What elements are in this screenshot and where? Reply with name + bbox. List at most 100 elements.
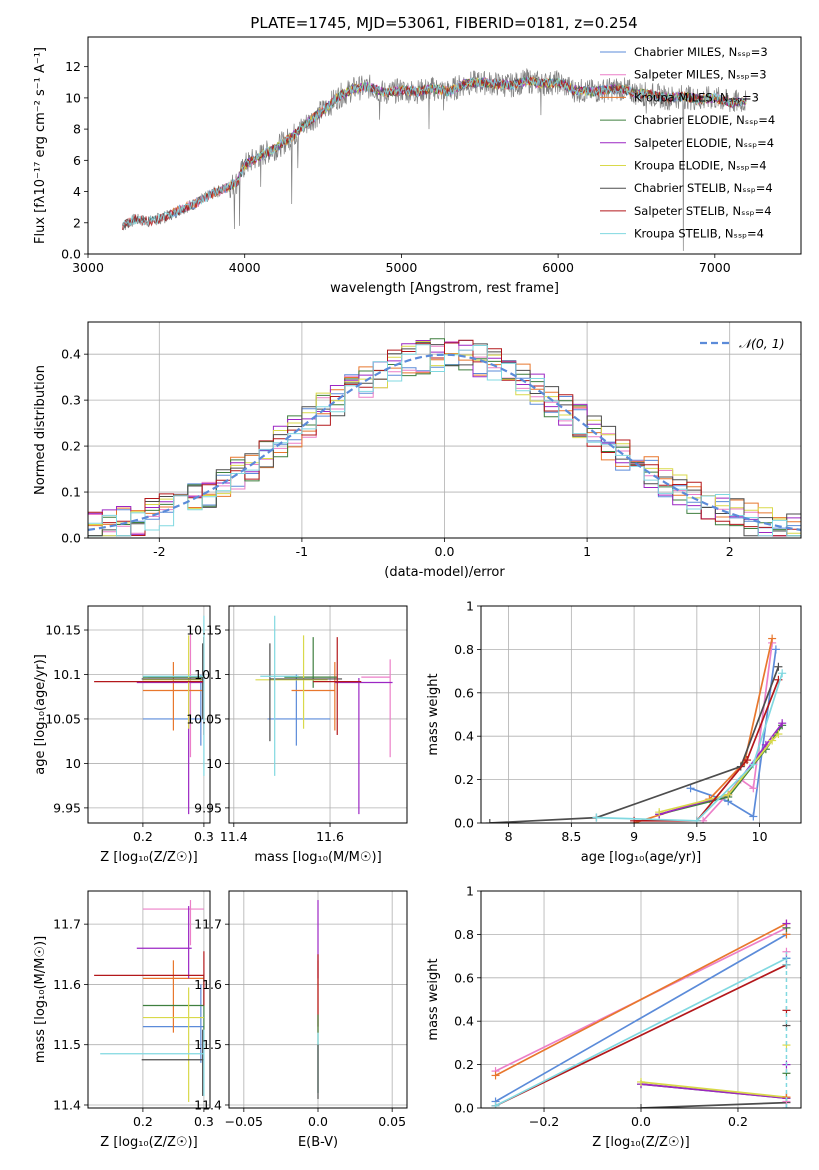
y-tick-label: 11.7 (194, 917, 222, 932)
y-tick-label: 0.6 (454, 970, 474, 985)
age-vs-mass-panel: 11.4 11.6 9.95 10 10.05 10.1 10.15 mass [log₁₀(… (186, 605, 408, 865)
x-tick-label: 4000 (229, 260, 261, 275)
y-tick-label: 10 (65, 756, 81, 771)
axes: 0.2 0.3 9.95 10 10.05 10.1 10.15 Z [log₁₀(Z/Z☉)… (33, 623, 214, 865)
y-axis-label: Flux [fλ10⁻¹⁷ erg cm⁻² s⁻¹ A⁻¹] (33, 47, 48, 244)
axes-frame (87, 321, 802, 539)
mass-vs-metallicity-panel: 0.2 0.3 11.4 11.5 11.6 11.7 Z [log₁₀(Z/Z☉)] mas… (33, 890, 214, 1150)
weight-line-chabrier-stelib (489, 666, 780, 823)
legend-label-chabrier-miles: Chabrier MILES, Nₛₛₚ=3 (634, 45, 768, 59)
y-tick-label: 10.1 (194, 667, 222, 682)
x-axis-label: wavelength [Angstrom, rest frame] (330, 281, 559, 296)
y-tick-label: 0.2 (454, 772, 474, 787)
y-tick-label: 11.4 (194, 1097, 222, 1112)
mass-vs-extinction-panel: −0.05 0.0 0.05 11.4 11.5 11.6 11.7 E(B-V) (194, 890, 408, 1150)
weight-line-salpeter-miles (702, 642, 773, 822)
y-tick-label: 11.4 (53, 1097, 81, 1112)
x-tick-label: 0.2 (728, 1114, 748, 1129)
y-tick-label: 11.7 (53, 917, 81, 932)
spectrum-panel: 3000 4000 5000 6000 7000 0.0 2 4 6 8 10 12 wavelengt… (33, 36, 802, 296)
y-tick-label: 11.5 (53, 1037, 81, 1052)
x-tick-label: 2 (726, 544, 734, 559)
y-tick-label: 10.15 (186, 623, 222, 638)
y-tick-label: 12 (65, 59, 81, 74)
y-tick-label: 0.6 (454, 685, 474, 700)
weight-line-kroupa-elodie (658, 733, 780, 813)
legend-label-salpeter-elodie: Salpeter ELODIE, Nₛₛₚ=4 (634, 136, 774, 150)
legend-label-chabrier-stelib: Chabrier STELIB, Nₛₛₚ=4 (634, 181, 773, 195)
axes-frame (87, 890, 211, 1109)
histogram-salpeter-miles (88, 341, 801, 537)
x-axis-label: (data-model)/error (384, 565, 505, 580)
y-tick-label: 10.05 (45, 711, 81, 726)
weight-line-kroupa-stelib (495, 957, 787, 1107)
x-tick-label: 9.5 (687, 829, 707, 844)
y-tick-label: 11.6 (53, 977, 81, 992)
x-axis-label: Z [log₁₀(Z/Z☉)] (100, 850, 197, 865)
axes: −0.05 0.0 0.05 11.4 11.5 11.6 11.7 E(B-V) (194, 917, 406, 1150)
x-tick-label: 9 (630, 829, 638, 844)
x-tick-label: −0.05 (225, 1114, 263, 1129)
y-tick-label: 2 (73, 215, 81, 230)
y-axis-label: Normed distribution (33, 365, 48, 495)
x-tick-label: 11.4 (220, 829, 248, 844)
y-axis-label: mass weight (426, 958, 441, 1040)
y-tick-label: 0.4 (61, 347, 81, 362)
y-tick-label: 11.5 (194, 1037, 222, 1052)
x-tick-label: 0.3 (194, 1114, 214, 1129)
gaussian-curve (88, 353, 801, 531)
y-tick-label: 10.1 (53, 667, 81, 682)
x-tick-label: 10 (752, 829, 768, 844)
axes-frame (228, 890, 408, 1109)
x-tick-label: 3000 (72, 260, 104, 275)
legend-label-salpeter-miles: Salpeter MILES, Nₛₛₚ=3 (634, 68, 767, 82)
y-tick-label: 0.2 (61, 439, 81, 454)
axes-frame (87, 36, 802, 255)
plot-area (94, 900, 205, 1102)
legend-label-chabrier-elodie: Chabrier ELODIE, Nₛₛₚ=4 (634, 113, 775, 127)
y-tick-label: 1 (466, 884, 474, 899)
axes-frame (228, 605, 408, 824)
x-tick-label: 0.0 (308, 1114, 328, 1129)
x-axis-label: Z [log₁₀(Z/Z☉)] (100, 1135, 197, 1150)
y-tick-label: 0.0 (61, 247, 81, 262)
weight-line-chabrier-miles (495, 933, 787, 1103)
y-tick-label: 0.0 (454, 816, 474, 831)
y-tick-label: 10 (206, 756, 222, 771)
x-tick-label: 0.2 (133, 829, 153, 844)
axes: 8 8.5 9 9.5 10 0.0 0.2 0.4 0.6 0.8 1 age [log₁₀(age… (426, 599, 768, 866)
x-tick-label: 0.2 (133, 1114, 153, 1129)
y-tick-label: 0.8 (454, 642, 474, 657)
x-tick-label: -1 (296, 544, 308, 559)
legend-label-salpeter-stelib: Salpeter STELIB, Nₛₛₚ=4 (634, 204, 772, 218)
weight-line-chabrier-stelib (640, 1101, 787, 1108)
weight-line-salpeter-stelib (634, 679, 780, 822)
weight-vs-age-panel: 8 8.5 9 9.5 10 0.0 0.2 0.4 0.6 0.8 1 age [log₁₀(age… (426, 599, 802, 866)
residuals-panel: -2 -1 0.0 1 2 0.0 0.1 0.2 0.3 0.4 (data-model)/err… (33, 321, 802, 580)
x-tick-label: 0.05 (378, 1114, 406, 1129)
y-tick-label: 0.0 (61, 531, 81, 546)
x-axis-label: mass [log₁₀(M/M☉)] (254, 850, 381, 865)
axes: 11.4 11.6 9.95 10 10.05 10.1 10.15 mass [log₁₀(… (186, 623, 381, 865)
y-tick-label: 0.4 (454, 729, 474, 744)
y-tick-label: 8 (73, 122, 81, 137)
histogram-salpeter-stelib (88, 339, 801, 537)
x-tick-label: 6000 (542, 260, 574, 275)
axes-frame (87, 605, 211, 824)
x-tick-label: 8 (505, 829, 513, 844)
x-tick-label: -2 (153, 544, 165, 559)
y-axis-label: age [log₁₀(age/yr)] (33, 654, 48, 775)
histogram-kroupa-stelib (88, 344, 801, 537)
age-vs-metallicity-panel: 0.2 0.3 9.95 10 10.05 10.1 10.15 Z [log₁₀(Z/Z☉)… (33, 605, 214, 865)
x-axis-label: E(B-V) (298, 1135, 338, 1150)
axes-frame (480, 890, 802, 1109)
x-tick-label: 7000 (699, 260, 731, 275)
x-axis-label: Z [log₁₀(Z/Z☉)] (592, 1135, 689, 1150)
legend-label-gaussian: 𝒩(0, 1) (739, 336, 785, 351)
legend-label-kroupa-miles: Kroupa MILES, Nₛₛₚ=3 (634, 90, 759, 104)
x-tick-label: 8.5 (561, 829, 581, 844)
plot-area (88, 338, 801, 537)
model-spectrum-kroupa-stelib (122, 75, 746, 227)
legend-label-kroupa-stelib: Kroupa STELIB, Nₛₛₚ=4 (634, 227, 764, 241)
